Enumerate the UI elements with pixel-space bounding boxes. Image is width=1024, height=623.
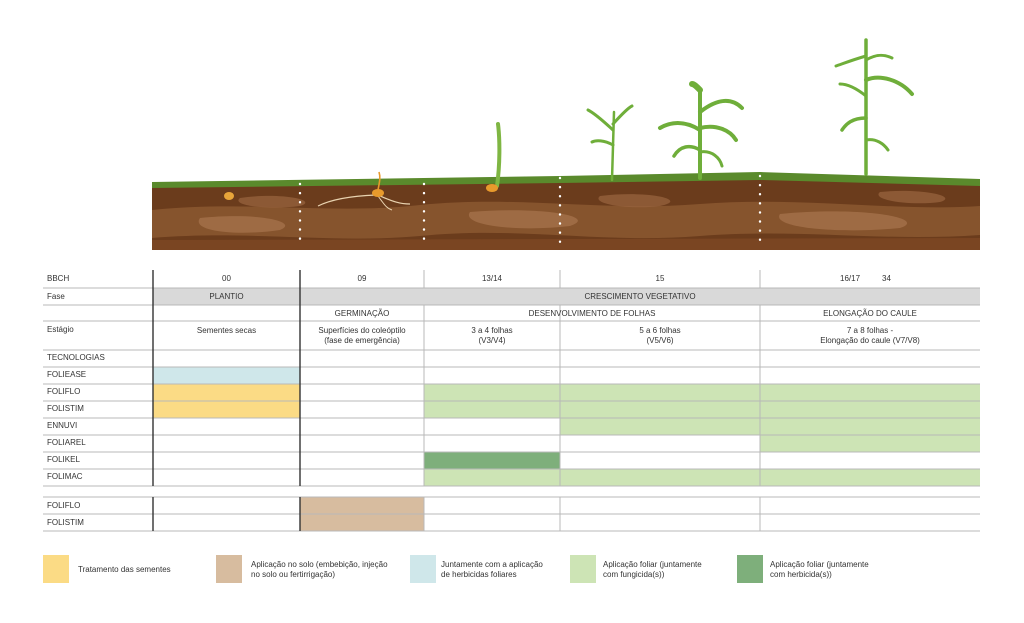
- plant-v5-icon: [658, 81, 744, 180]
- legend-line: Aplicação foliar (juntamente: [603, 560, 702, 569]
- application-cell: [560, 418, 980, 435]
- legend-text: Aplicação no solo (embebição, injeção no…: [251, 560, 388, 580]
- bbch-code: 16/17: [840, 274, 861, 283]
- legend-text: Aplicação foliar (juntamente com herbici…: [770, 560, 869, 580]
- stage-line: Elongação do caule (V7/V8): [820, 336, 920, 345]
- legend-swatch-seed-treatment: [43, 555, 69, 583]
- subphase-germinacao: GERMINAÇÃO: [334, 309, 390, 318]
- seed-icon: [224, 192, 234, 200]
- legend-text: Juntamente com a aplicação de herbicidas…: [441, 560, 543, 580]
- estagio-label: Estágio: [47, 325, 74, 334]
- stage-description: 7 a 8 folhas - Elongação do caule (V7/V8…: [760, 326, 980, 346]
- grass-layer: [152, 172, 980, 188]
- product-row-label: FOLISTIM: [47, 404, 84, 413]
- legend-line: Aplicação no solo (embebição, injeção: [251, 560, 388, 569]
- legend-text: Aplicação foliar (juntamente com fungici…: [603, 560, 702, 580]
- bbch-code: 00: [222, 274, 231, 283]
- application-cell: [424, 469, 980, 486]
- germinating-seed-icon: [317, 171, 411, 211]
- stage-line: 3 a 4 folhas: [471, 326, 513, 335]
- bbch-label: BBCH: [47, 274, 70, 283]
- stage-description: Superfícies do coleóptilo (fase de emerg…: [300, 326, 424, 346]
- product-row-label: FOLIFLO: [47, 387, 81, 396]
- stage-line: (V3/V4): [478, 336, 506, 345]
- application-cell: [424, 401, 980, 418]
- bbch-code: 15: [655, 274, 665, 283]
- phase-crescimento: CRESCIMENTO VEGETATIVO: [584, 292, 696, 301]
- legend-swatch-soil: [216, 555, 242, 583]
- soil-and-plant-illustration: [152, 38, 980, 250]
- stage-description: 3 a 4 folhas (V3/V4): [424, 326, 560, 346]
- legend-line: com herbicida(s)): [770, 570, 832, 579]
- product-row-label: ENNUVI: [47, 421, 78, 430]
- phase-bar-crescimento: [300, 288, 980, 305]
- application-cell: [153, 367, 300, 384]
- application-cell: [153, 384, 300, 401]
- stage-line: 7 a 8 folhas -: [846, 326, 894, 335]
- legend-swatch-foliar-herbicide: [737, 555, 763, 583]
- soil-stratum-pale: [198, 210, 908, 233]
- soil-application-cell: [300, 514, 424, 531]
- bbch-code: 09: [357, 274, 367, 283]
- product-row-label: FOLIKEL: [47, 455, 80, 464]
- fase-label: Fase: [47, 292, 65, 301]
- application-cell: [153, 401, 300, 418]
- bbch-code: 34: [882, 274, 891, 283]
- stage-description: 5 a 6 folhas (V5/V6): [560, 326, 760, 346]
- soil-stratum-deep: [152, 238, 980, 250]
- stage-line: (V5/V6): [646, 336, 674, 345]
- plant-v7-icon: [834, 38, 914, 176]
- legend-swatch-herbicide-joint: [410, 555, 436, 583]
- bbch-code: 13/14: [481, 274, 503, 283]
- stage-dividers: [298, 174, 762, 248]
- phase-bar-plantio: [153, 288, 300, 305]
- tecnologias-label: TECNOLOGIAS: [47, 353, 105, 362]
- application-cell: [760, 435, 980, 452]
- product-row-label: FOLIMAC: [47, 472, 83, 481]
- subphase-elongacao: ELONGAÇÃO DO CAULE: [823, 309, 917, 318]
- plant-v3-icon: [586, 104, 634, 182]
- legend-text: Tratamento das sementes: [78, 565, 171, 574]
- stage-line: Superfícies do coleóptilo: [318, 326, 406, 335]
- soil-product-row-label: FOLISTIM: [47, 518, 84, 527]
- stage-line: (fase de emergência): [324, 336, 400, 345]
- stage-description: Sementes secas: [153, 326, 300, 336]
- subphase-desenvolvimento: DESENVOLVIMENTO DE FOLHAS: [528, 309, 656, 318]
- legend-swatch-foliar-fungicide: [570, 555, 596, 583]
- product-row-label: FOLIEASE: [47, 370, 87, 379]
- legend-line: com fungicida(s)): [603, 570, 665, 579]
- application-cell: [424, 452, 560, 469]
- phase-plantio: PLANTIO: [209, 292, 244, 301]
- emerged-coleoptile-icon: [486, 122, 502, 192]
- application-cell: [424, 384, 980, 401]
- legend-line: Juntamente com a aplicação: [441, 560, 543, 569]
- legend-line: no solo ou fertirrigação): [251, 570, 336, 579]
- stage-line: Sementes secas: [196, 326, 257, 335]
- soil-application-cell: [300, 497, 424, 514]
- stage-line: 5 a 6 folhas: [639, 326, 681, 335]
- soil-product-row-label: FOLIFLO: [47, 501, 81, 510]
- legend-line: de herbicidas foliares: [441, 570, 517, 579]
- product-row-label: FOLIAREL: [47, 438, 86, 447]
- legend-line: Aplicação foliar (juntamente: [770, 560, 869, 569]
